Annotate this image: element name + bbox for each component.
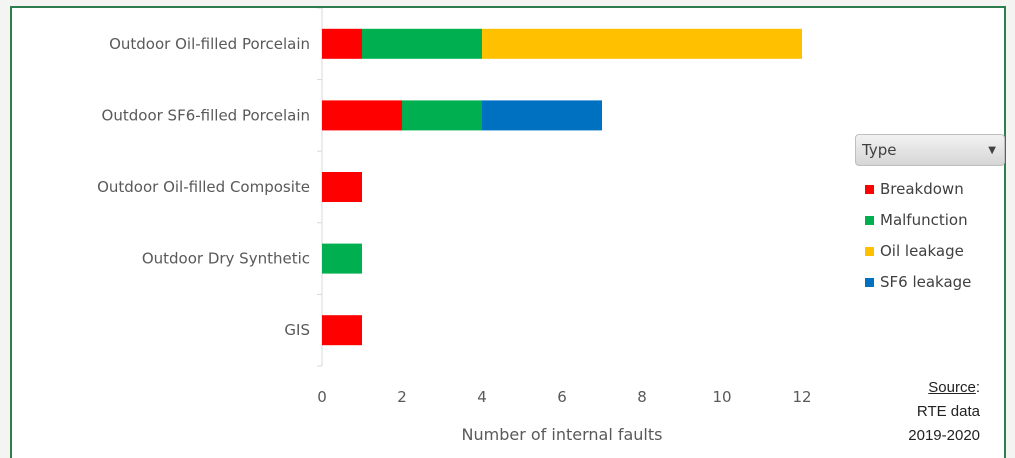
legend-item[interactable]: Malfunction: [865, 212, 1005, 228]
bar-sf6-leakage: [482, 100, 602, 130]
legend-label: Oil leakage: [880, 242, 964, 260]
x-tick-label: 2: [397, 388, 407, 406]
legend-label: SF6 leakage: [880, 273, 971, 291]
legend-item[interactable]: Breakdown: [865, 181, 1005, 197]
legend-label: Breakdown: [880, 180, 964, 198]
legend-label: Malfunction: [880, 211, 968, 229]
legend-swatch: [865, 185, 874, 194]
source-label: Source: [928, 379, 976, 396]
bar-malfunction: [322, 244, 362, 274]
bar-breakdown: [322, 315, 362, 345]
legend-swatch: [865, 278, 874, 287]
x-tick-label: 4: [477, 388, 487, 406]
category-label: Outdoor SF6-filled Porcelain: [102, 106, 310, 124]
source-line-1: RTE data: [908, 400, 980, 424]
bar-malfunction: [402, 100, 482, 130]
category-label: Outdoor Oil-filled Composite: [97, 178, 310, 196]
x-axis-title: Number of internal faults: [462, 425, 663, 444]
category-label: Outdoor Oil-filled Porcelain: [109, 35, 310, 53]
legend-filter-dropdown[interactable]: Type ▼: [855, 134, 1005, 166]
bar-malfunction: [362, 29, 482, 59]
legend-swatch: [865, 216, 874, 225]
legend-item[interactable]: Oil leakage: [865, 243, 1005, 259]
bar-breakdown: [322, 172, 362, 202]
legend-item[interactable]: SF6 leakage: [865, 274, 1005, 290]
legend-swatch: [865, 247, 874, 256]
bar-breakdown: [322, 100, 402, 130]
bar-breakdown: [322, 29, 362, 59]
category-label: GIS: [284, 321, 310, 339]
source-note: Source: RTE data 2019-2020: [908, 376, 980, 448]
x-tick-label: 6: [557, 388, 567, 406]
category-label: Outdoor Dry Synthetic: [142, 250, 310, 268]
chart-frame: Outdoor Oil-filled Porcelain Outdoor SF6-…: [10, 6, 1006, 458]
legend: Type ▼ Breakdown Malfunction Oil leakage SF…: [855, 134, 1005, 290]
legend-items: Breakdown Malfunction Oil leakage SF6 leaka…: [855, 181, 1005, 290]
x-tick-label: 8: [637, 388, 647, 406]
x-tick-label: 0: [317, 388, 327, 406]
source-line-2: 2019-2020: [908, 424, 980, 448]
source-colon: :: [976, 379, 980, 396]
bar-oil-leakage: [482, 29, 802, 59]
legend-title: Type: [862, 141, 896, 159]
x-tick-label: 12: [792, 388, 811, 406]
dropdown-arrow-icon[interactable]: ▼: [988, 145, 996, 156]
x-tick-label: 10: [712, 388, 731, 406]
